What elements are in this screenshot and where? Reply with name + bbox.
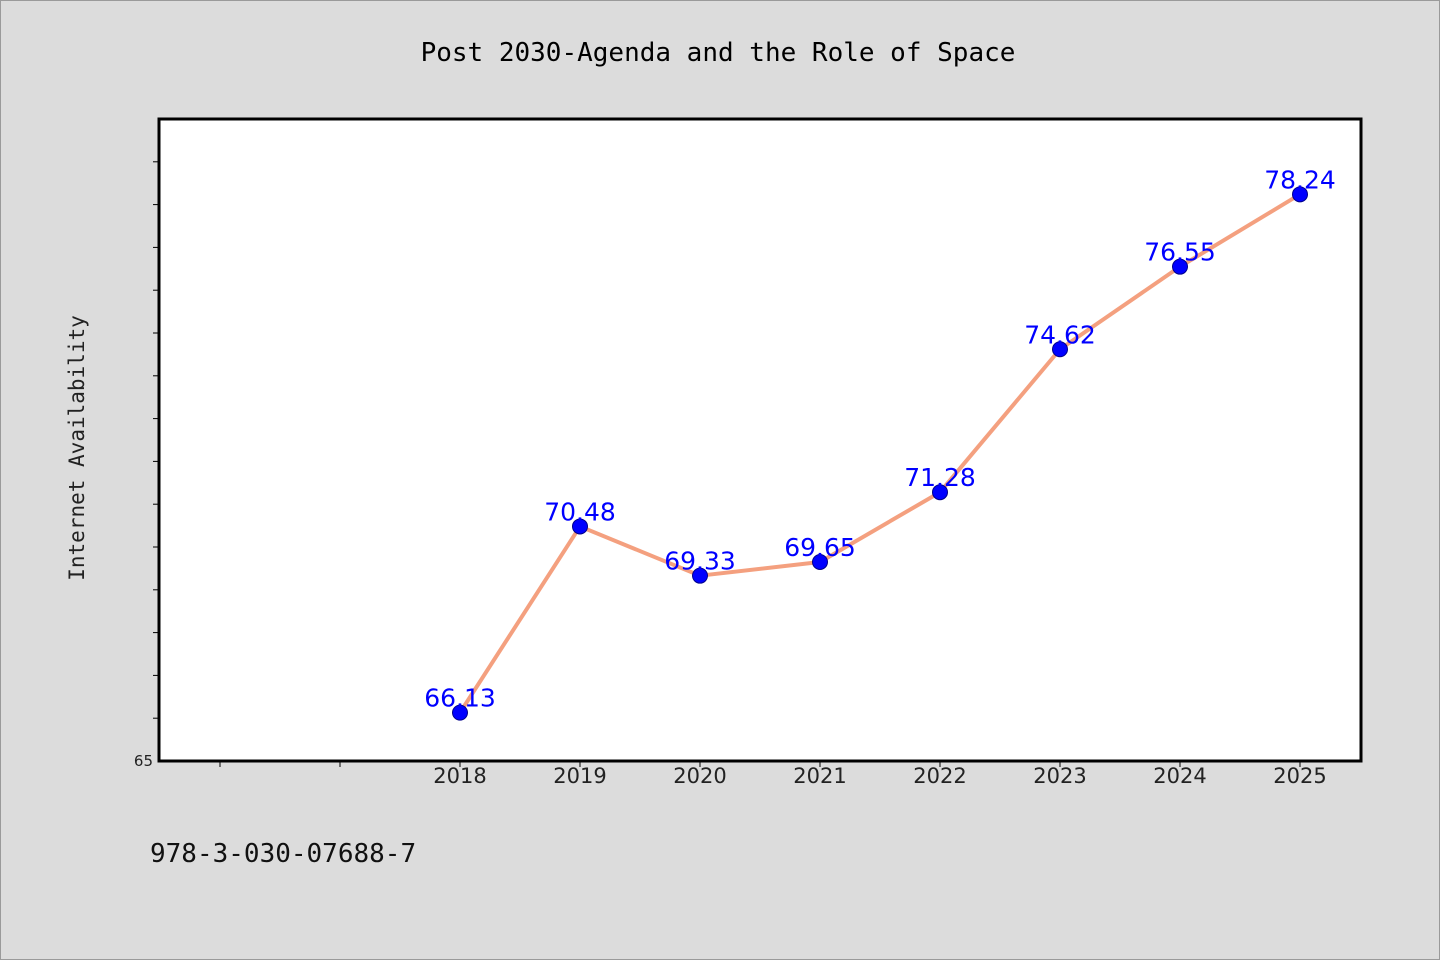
data-markers (452, 186, 1308, 721)
x-tick-label: 2024 (1153, 764, 1206, 788)
data-point (1292, 186, 1308, 203)
plot-area (157, 117, 1363, 763)
x-tick-label: 2020 (673, 764, 726, 788)
data-label: 66.13 (424, 684, 496, 713)
data-point (1052, 341, 1068, 358)
data-point (572, 518, 588, 535)
data-point (812, 553, 828, 570)
x-tick-label: 2021 (793, 764, 846, 788)
x-tick-label: 2018 (433, 764, 486, 788)
y-axis-min-label: 65 (134, 752, 153, 770)
data-label: 78.24 (1264, 165, 1336, 194)
data-point (932, 484, 948, 501)
data-label: 70.48 (544, 497, 616, 526)
data-label: 69.33 (664, 547, 736, 576)
x-tick-label: 2019 (553, 764, 606, 788)
x-tick-label: 2023 (1033, 764, 1086, 788)
data-label: 71.28 (904, 463, 976, 492)
data-point (692, 567, 708, 584)
data-label: 69.65 (784, 533, 856, 562)
x-axis-ticks: 2018 2019 2020 2021 2022 2023 2024 2025 (219, 761, 1327, 788)
isbn-footer: 978-3-030-07688-7 (150, 839, 416, 869)
y-axis-ticks (153, 161, 159, 719)
data-point (1172, 258, 1188, 275)
data-label: 74.62 (1024, 320, 1096, 349)
data-labels: 66.13 70.48 69.33 69.65 71.28 74.62 76.55 78.24 (424, 165, 1336, 712)
x-tick-label: 2025 (1273, 764, 1326, 788)
y-axis-label: Internet Availability (65, 315, 89, 581)
data-label: 76.55 (1144, 238, 1216, 267)
data-point (452, 704, 468, 721)
series-line (458, 192, 1302, 714)
x-tick-label: 2022 (913, 764, 966, 788)
chart-title: Post 2030-Agenda and the Role of Space (421, 38, 1016, 68)
